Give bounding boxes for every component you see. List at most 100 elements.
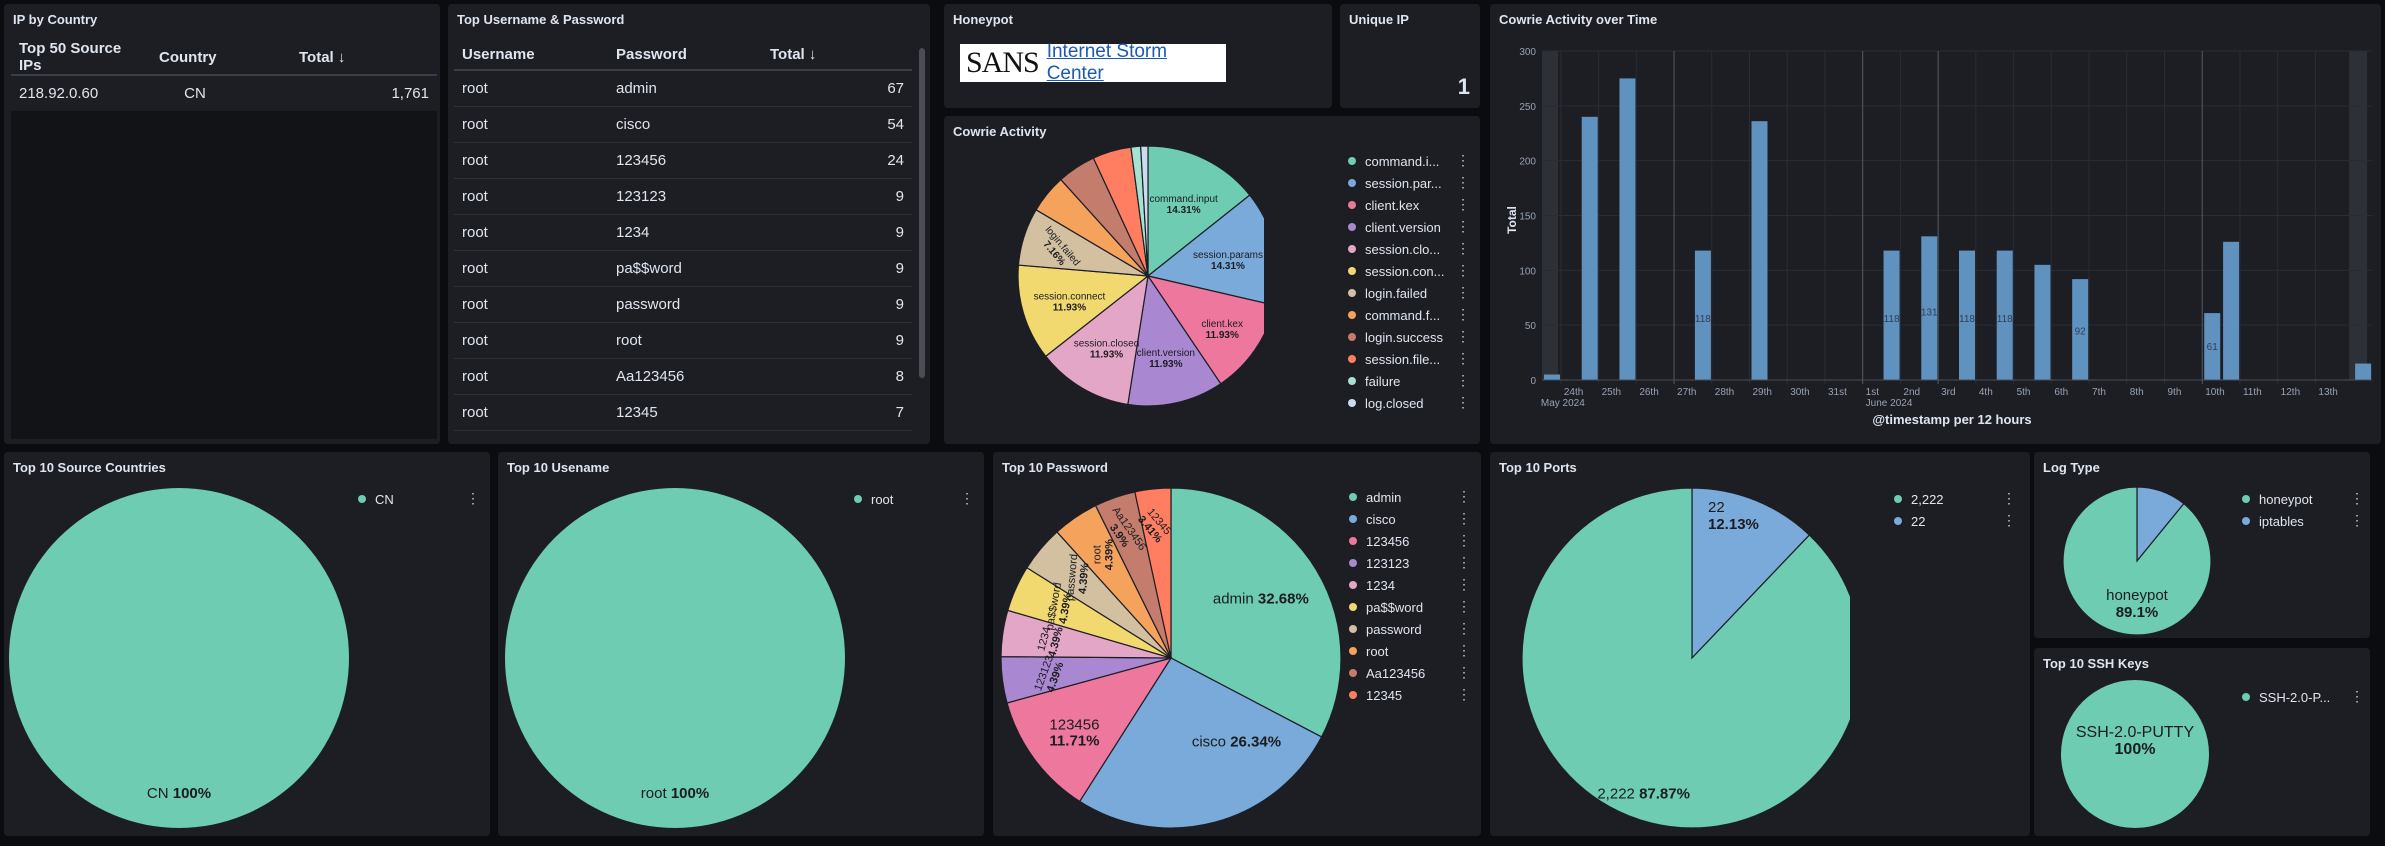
legend-item[interactable]: login.failed ⋮ — [1348, 282, 1470, 304]
table-row[interactable]: root password 9 — [454, 286, 912, 323]
more-icon[interactable]: ⋮ — [1456, 262, 1470, 278]
more-icon[interactable]: ⋮ — [1456, 196, 1470, 212]
col-header[interactable]: Total ↓ — [291, 40, 437, 76]
more-icon[interactable]: ⋮ — [466, 490, 480, 506]
legend-item[interactable]: 22 ⋮ — [1894, 510, 2016, 532]
scrollbar[interactable] — [919, 48, 925, 378]
table-row[interactable]: root Aa123456 8 — [454, 358, 912, 395]
bar[interactable] — [1544, 374, 1560, 380]
more-icon[interactable]: ⋮ — [1456, 394, 1470, 410]
more-icon[interactable]: ⋮ — [1456, 328, 1470, 344]
pie-slice[interactable] — [1044, 274, 1149, 406]
more-icon[interactable]: ⋮ — [1457, 664, 1471, 680]
more-icon[interactable]: ⋮ — [1457, 532, 1471, 548]
table-row[interactable]: root admin 67 — [454, 70, 912, 107]
legend-item[interactable]: 123456 ⋮ — [1349, 530, 1471, 552]
legend-item[interactable]: log.closed ⋮ — [1348, 392, 1470, 414]
isc-logo[interactable]: SANS Internet Storm Center — [960, 41, 1226, 84]
more-icon[interactable]: ⋮ — [1456, 218, 1470, 234]
more-icon[interactable]: ⋮ — [1456, 350, 1470, 366]
more-icon[interactable]: ⋮ — [1457, 686, 1471, 702]
bar[interactable] — [2034, 264, 2051, 380]
pie-slice[interactable] — [1146, 194, 1264, 305]
bar[interactable] — [1959, 250, 1975, 380]
bar[interactable] — [2204, 313, 2221, 380]
pie-slice[interactable] — [1006, 657, 1173, 803]
legend-item[interactable]: 2,222 ⋮ — [1894, 488, 2016, 510]
bar[interactable] — [1921, 236, 1938, 380]
legend-item[interactable]: admin ⋮ — [1349, 486, 1471, 508]
legend-item[interactable]: session.con... ⋮ — [1348, 260, 1470, 282]
pie-slice[interactable] — [1147, 145, 1251, 278]
more-icon[interactable]: ⋮ — [2350, 490, 2364, 506]
pie-slice[interactable] — [1017, 264, 1150, 358]
table-row[interactable]: root root 9 — [454, 322, 912, 359]
bar[interactable] — [1996, 250, 2013, 380]
legend-item[interactable]: failure ⋮ — [1348, 370, 1470, 392]
table-row[interactable]: root 123123 9 — [454, 178, 912, 215]
legend-item[interactable]: session.par... ⋮ — [1348, 172, 1470, 194]
legend-item[interactable]: root ⋮ — [1349, 640, 1471, 662]
legend-item[interactable]: honeypot ⋮ — [2242, 488, 2364, 510]
table-row[interactable]: 218.92.0.60 CN 1,761 — [11, 75, 437, 112]
pie-slice[interactable] — [1170, 487, 1342, 738]
legend-item[interactable]: Aa123456 ⋮ — [1349, 662, 1471, 684]
more-icon[interactable]: ⋮ — [1456, 174, 1470, 190]
pie-slice[interactable] — [1140, 145, 1149, 277]
more-icon[interactable]: ⋮ — [1456, 372, 1470, 388]
legend-item[interactable]: 123123 ⋮ — [1349, 552, 1471, 574]
more-icon[interactable]: ⋮ — [1457, 510, 1471, 526]
table-row[interactable]: root cisco 54 — [454, 106, 912, 143]
col-header[interactable]: Total ↓ — [762, 40, 912, 71]
more-icon[interactable]: ⋮ — [1456, 152, 1470, 168]
legend-item[interactable]: iptables ⋮ — [2242, 510, 2364, 532]
pie-slice[interactable] — [1146, 275, 1264, 385]
legend-item[interactable]: client.kex ⋮ — [1348, 194, 1470, 216]
legend-item[interactable]: 1234 ⋮ — [1349, 574, 1471, 596]
legend-item[interactable]: session.file... ⋮ — [1348, 348, 1470, 370]
col-header[interactable]: Country — [151, 40, 291, 76]
isc-link[interactable]: Internet Storm Center — [1046, 41, 1168, 84]
more-icon[interactable]: ⋮ — [1457, 488, 1471, 504]
legend-item[interactable]: login.success ⋮ — [1348, 326, 1470, 348]
pie-slice[interactable] — [2062, 486, 2212, 636]
more-icon[interactable]: ⋮ — [960, 490, 974, 506]
more-icon[interactable]: ⋮ — [2350, 688, 2364, 704]
legend-item[interactable]: session.clo... ⋮ — [1348, 238, 1470, 260]
legend-item[interactable]: command.f... ⋮ — [1348, 304, 1470, 326]
bar[interactable] — [1751, 121, 1768, 380]
more-icon[interactable]: ⋮ — [1456, 284, 1470, 300]
more-icon[interactable]: ⋮ — [1457, 576, 1471, 592]
bar[interactable] — [1581, 116, 1598, 381]
pie-slice[interactable] — [1078, 657, 1323, 829]
more-icon[interactable]: ⋮ — [2002, 490, 2016, 506]
col-header[interactable]: Username — [454, 40, 608, 71]
pie-slice[interactable] — [1691, 487, 1811, 660]
legend-item[interactable]: password ⋮ — [1349, 618, 1471, 640]
table-row[interactable]: root 12345 7 — [454, 394, 912, 431]
bar[interactable] — [1619, 78, 1636, 381]
table-row[interactable]: root 123456 24 — [454, 142, 912, 179]
pie-slice[interactable] — [1134, 487, 1172, 659]
bar[interactable] — [2223, 241, 2240, 380]
bar[interactable] — [1694, 250, 1711, 380]
bar[interactable] — [2355, 363, 2372, 380]
col-header[interactable]: Top 50 Source IPs — [11, 40, 151, 76]
legend-item[interactable]: cisco ⋮ — [1349, 508, 1471, 530]
more-icon[interactable]: ⋮ — [2350, 512, 2364, 528]
pie-slice[interactable] — [1127, 274, 1222, 407]
legend-item[interactable]: root ⋮ — [854, 488, 974, 510]
pie-slice[interactable] — [1521, 487, 1850, 829]
more-icon[interactable]: ⋮ — [1457, 554, 1471, 570]
more-icon[interactable]: ⋮ — [1456, 240, 1470, 256]
more-icon[interactable]: ⋮ — [1457, 642, 1471, 658]
more-icon[interactable]: ⋮ — [1457, 620, 1471, 636]
legend-item[interactable]: 12345 ⋮ — [1349, 684, 1471, 706]
bar[interactable] — [2072, 279, 2089, 380]
legend-item[interactable]: pa$$word ⋮ — [1349, 596, 1471, 618]
more-icon[interactable]: ⋮ — [1457, 598, 1471, 614]
legend-item[interactable]: CN ⋮ — [358, 488, 480, 510]
legend-item[interactable]: SSH-2.0-P... ⋮ — [2242, 686, 2364, 708]
more-icon[interactable]: ⋮ — [1456, 306, 1470, 322]
legend-item[interactable]: command.i... ⋮ — [1348, 150, 1470, 172]
